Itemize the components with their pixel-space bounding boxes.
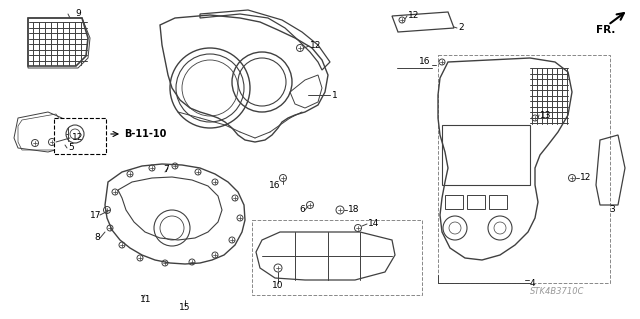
Text: 7: 7	[163, 166, 169, 174]
Bar	[489, 195, 507, 209]
Text: 1: 1	[332, 91, 338, 100]
Text: 4: 4	[530, 278, 536, 287]
Text: 3: 3	[609, 205, 615, 214]
Text: 9: 9	[75, 10, 81, 19]
Bar	[442, 125, 530, 185]
FancyBboxPatch shape	[54, 118, 106, 154]
Bar	[438, 55, 610, 283]
Text: 2: 2	[458, 24, 463, 33]
Bar	[445, 195, 463, 209]
Text: 5: 5	[68, 144, 74, 152]
Text: 16: 16	[419, 57, 430, 66]
Bar	[467, 195, 485, 209]
Text: 18: 18	[348, 205, 360, 214]
Text: FR.: FR.	[596, 25, 616, 35]
Text: 16: 16	[269, 181, 280, 189]
Text: 6: 6	[300, 205, 305, 214]
Text: 12: 12	[310, 41, 321, 49]
Text: 12: 12	[580, 174, 591, 182]
Text: 17: 17	[90, 211, 101, 219]
Bar	[252, 220, 422, 295]
Text: 14: 14	[368, 219, 380, 228]
Text: 10: 10	[272, 280, 284, 290]
Text: 8: 8	[94, 234, 100, 242]
Text: 13: 13	[540, 110, 552, 120]
Text: B-11-10: B-11-10	[124, 129, 166, 139]
Text: STK4B3710C: STK4B3710C	[530, 287, 584, 296]
Text: 15: 15	[179, 303, 191, 313]
Text: 12: 12	[408, 11, 419, 20]
Text: 12: 12	[72, 133, 83, 143]
Text: 11: 11	[140, 295, 152, 305]
